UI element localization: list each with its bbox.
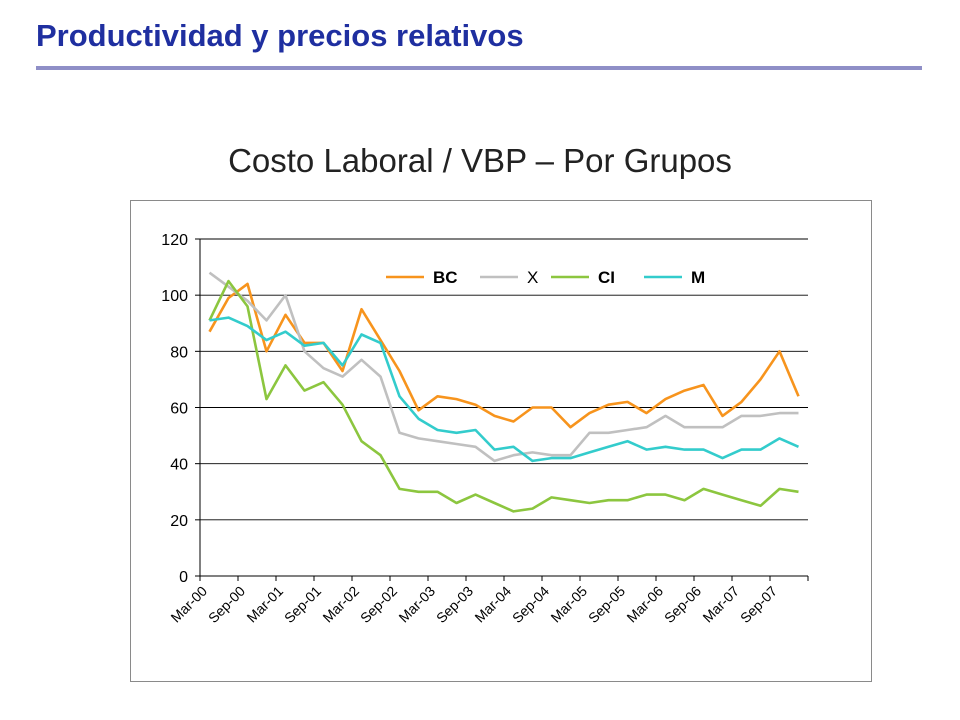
y-tick-label: 80	[170, 344, 188, 361]
x-tick-label: Mar-07	[699, 583, 742, 626]
x-tick-label: Mar-01	[243, 583, 286, 626]
legend-label-m: M	[691, 268, 705, 287]
y-tick-label: 40	[170, 457, 188, 474]
slide-title: Productividad y precios relativos	[36, 18, 524, 53]
x-tick-label: Mar-00	[167, 583, 210, 626]
x-tick-label: Sep-07	[737, 583, 780, 626]
gridlines	[200, 238, 808, 521]
series-lines	[208, 271, 800, 513]
x-tick-label: Sep-01	[281, 583, 324, 626]
legend-label-bc: BC	[433, 268, 458, 287]
y-tick-label: 20	[170, 513, 188, 530]
series-line-ci	[208, 279, 799, 513]
title-underline	[36, 66, 922, 70]
y-tick-label: 120	[161, 232, 188, 249]
chart-title: Costo Laboral / VBP – Por Grupos	[228, 142, 732, 179]
series-line-bc	[208, 282, 800, 429]
y-tick-label: 100	[161, 288, 188, 305]
y-tick-label: 60	[170, 401, 188, 418]
legend: BC X CI M	[373, 262, 720, 294]
x-tick-label: Mar-04	[471, 583, 514, 626]
x-tick-label: Mar-02	[319, 583, 362, 626]
line-chart: 020406080100120Mar-00Sep-00Mar-01Sep-01M…	[161, 232, 809, 626]
x-tick-label: Mar-05	[547, 583, 590, 626]
y-tick-label: 0	[179, 569, 188, 586]
x-tick-label: Sep-02	[357, 583, 400, 626]
x-tick-label: Mar-03	[395, 583, 438, 626]
series-line-m	[209, 316, 800, 463]
x-tick-label: Sep-05	[585, 583, 628, 626]
legend-label-x: X	[527, 268, 538, 287]
x-tick-label: Sep-06	[661, 583, 704, 626]
x-tick-label: Sep-00	[205, 583, 248, 626]
x-tick-label: Sep-04	[509, 583, 552, 626]
series-line-x	[208, 271, 799, 463]
x-tick-label: Mar-06	[623, 583, 666, 626]
x-tick-label: Sep-03	[433, 583, 476, 626]
legend-label-ci: CI	[598, 268, 615, 287]
